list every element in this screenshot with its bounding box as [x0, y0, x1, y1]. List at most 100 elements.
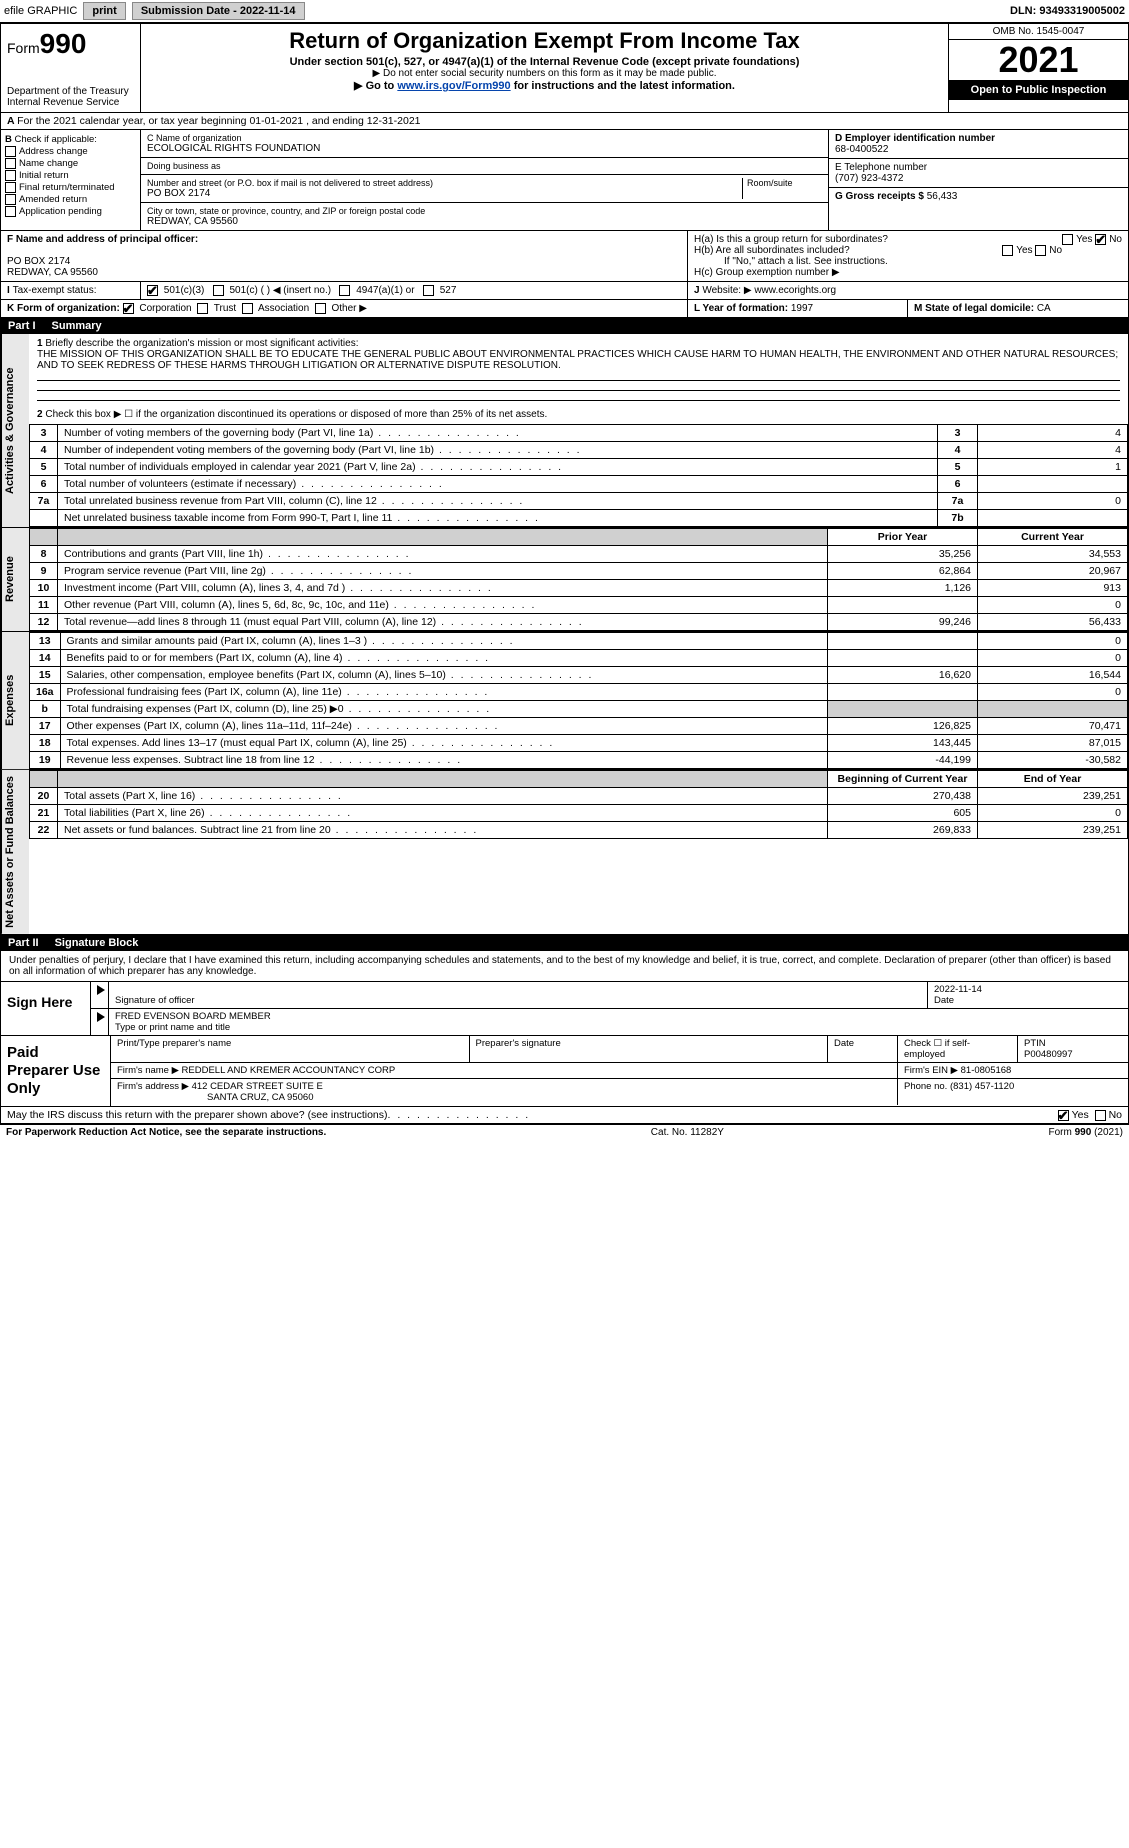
sig-date-value: 2022-11-14 [934, 984, 1122, 995]
j-label: Website: ▶ [702, 285, 751, 296]
table-row: Net unrelated business taxable income fr… [30, 510, 1128, 527]
firm-addr1: 412 CEDAR STREET SUITE E [192, 1081, 323, 1092]
k-block: K Form of organization: Corporation Trus… [1, 300, 688, 317]
governance-table: 3Number of voting members of the governi… [29, 424, 1128, 527]
dln-label: DLN: 93493319005002 [1010, 5, 1125, 17]
footer-right: Form 990 (2021) [1049, 1127, 1124, 1138]
city-label: City or town, state or province, country… [147, 206, 822, 216]
chk-name-change[interactable]: Name change [5, 158, 136, 169]
table-row: 6Total number of volunteers (estimate if… [30, 476, 1128, 493]
sig-name-label: Type or print name and title [115, 1022, 1122, 1033]
table-row: 20Total assets (Part X, line 16)270,4382… [30, 788, 1128, 805]
prep-name-label: Print/Type preparer's name [111, 1036, 470, 1062]
footer-left: For Paperwork Reduction Act Notice, see … [6, 1127, 326, 1138]
website-value: www.ecorights.org [754, 285, 836, 296]
table-row: 10Investment income (Part VIII, column (… [30, 580, 1128, 597]
discuss-question: May the IRS discuss this return with the… [7, 1109, 388, 1121]
print-button[interactable]: print [83, 2, 125, 20]
block-bcdeg: B Check if applicable: Address change Na… [0, 130, 1129, 231]
tax-year: 2021 [949, 40, 1128, 80]
prep-check-label: Check ☐ if self-employed [898, 1036, 1018, 1062]
row-a: A For the 2021 calendar year, or tax yea… [0, 113, 1129, 130]
gross-receipts-value: 56,433 [927, 191, 958, 202]
table-row: 5Total number of individuals employed in… [30, 459, 1128, 476]
prep-date-label: Date [828, 1036, 898, 1062]
form-subtitle: Under section 501(c), 527, or 4947(a)(1)… [151, 56, 938, 68]
k-label: K Form of organization: [7, 303, 120, 314]
city-value: REDWAY, CA 95560 [147, 216, 822, 227]
chk-initial-return[interactable]: Initial return [5, 170, 136, 181]
part2-num: Part II [8, 937, 39, 949]
k-other: Other ▶ [331, 303, 366, 314]
table-row: 19Revenue less expenses. Subtract line 1… [30, 752, 1128, 769]
form-number: Form990 [7, 28, 134, 60]
mission-block: 1 Briefly describe the organization's mi… [29, 334, 1128, 405]
chk-amended-return[interactable]: Amended return [5, 194, 136, 205]
form-990: 990 [40, 28, 87, 59]
prep-ptin-label: PTIN [1024, 1038, 1122, 1049]
page-footer: For Paperwork Reduction Act Notice, see … [0, 1124, 1129, 1140]
f-block: F Name and address of principal officer:… [1, 231, 688, 281]
table-row: 9Program service revenue (Part VIII, lin… [30, 563, 1128, 580]
sig-intro: Under penalties of perjury, I declare th… [0, 951, 1129, 982]
part1-title: Summary [52, 320, 102, 332]
hb-yes: Yes [1016, 245, 1032, 256]
arrow-icon [97, 985, 105, 995]
part1-header: Part I Summary [0, 318, 1129, 334]
chk-application-pending[interactable]: Application pending [5, 206, 136, 217]
col-b: B Check if applicable: Address change Na… [1, 130, 141, 230]
table-row: 18Total expenses. Add lines 13–17 (must … [30, 735, 1128, 752]
sig-name-value: FRED EVENSON BOARD MEMBER [115, 1011, 1122, 1022]
room-suite-label: Room/suite [742, 178, 822, 199]
revenue-table: Prior Year Current Year 8Contributions a… [29, 528, 1128, 631]
vtab-netassets: Net Assets or Fund Balances [1, 770, 29, 934]
ha-yes: Yes [1076, 234, 1092, 245]
f-addr1: PO BOX 2174 [7, 256, 70, 267]
discuss-row: May the IRS discuss this return with the… [0, 1107, 1129, 1124]
k-trust: Trust [214, 303, 236, 314]
dots [388, 1109, 1058, 1121]
i-4947: 4947(a)(1) or [356, 285, 414, 296]
l-block: L Year of formation: 1997 [688, 300, 908, 317]
prep-sig-label: Preparer's signature [470, 1036, 829, 1062]
section-revenue: Revenue Prior Year Current Year 8Contrib… [0, 528, 1129, 632]
i-501c3: 501(c)(3) [164, 285, 205, 296]
col-beginning: Beginning of Current Year [828, 771, 978, 788]
firm-addr2: SANTA CRUZ, CA 95060 [117, 1092, 313, 1103]
sign-here-label: Sign Here [1, 982, 91, 1035]
efile-label: efile GRAPHIC [4, 5, 77, 17]
goto-post: for instructions and the latest informat… [511, 80, 735, 92]
l-value: 1997 [791, 303, 813, 314]
street-value: PO BOX 2174 [147, 188, 742, 199]
top-bar: efile GRAPHIC print Submission Date - 20… [0, 0, 1129, 23]
table-row: 21Total liabilities (Part X, line 26)605… [30, 805, 1128, 822]
c-name-label: C Name of organization [147, 133, 822, 143]
e-label: E Telephone number [835, 162, 1122, 173]
goto-note: ▶ Go to www.irs.gov/Form990 for instruct… [151, 79, 938, 92]
sig-officer-label: Signature of officer [115, 995, 921, 1006]
street-label: Number and street (or P.O. box if mail i… [147, 178, 742, 188]
paid-preparer-label: Paid Preparer Use Only [1, 1036, 111, 1106]
b-label: Check if applicable: [15, 134, 97, 145]
part2-title: Signature Block [55, 937, 139, 949]
table-row: 3Number of voting members of the governi… [30, 425, 1128, 442]
arrow-icon [97, 1012, 105, 1022]
part1-num: Part I [8, 320, 36, 332]
table-row: 17Other expenses (Part IX, column (A), l… [30, 718, 1128, 735]
form-header: Form990 Department of the Treasury Inter… [0, 23, 1129, 113]
irs-link[interactable]: www.irs.gov/Form990 [397, 80, 510, 92]
m-block: M State of legal domicile: CA [908, 300, 1128, 317]
l-label: L Year of formation: [694, 303, 788, 314]
chk-address-change[interactable]: Address change [5, 146, 136, 157]
dba-label: Doing business as [147, 161, 822, 171]
table-row: 4Number of independent voting members of… [30, 442, 1128, 459]
chk-final-return[interactable]: Final return/terminated [5, 182, 136, 193]
table-row: 11Other revenue (Part VIII, column (A), … [30, 597, 1128, 614]
i-label: Tax-exempt status: [13, 285, 97, 296]
j-block: J Website: ▶ www.ecorights.org [688, 282, 1128, 299]
table-row: 15Salaries, other compensation, employee… [30, 667, 1128, 684]
prep-ptin-value: P00480997 [1024, 1049, 1122, 1060]
submission-date-button[interactable]: Submission Date - 2022-11-14 [132, 2, 305, 20]
firm-phone-label: Phone no. [904, 1081, 947, 1092]
netassets-table: Beginning of Current Year End of Year 20… [29, 770, 1128, 839]
